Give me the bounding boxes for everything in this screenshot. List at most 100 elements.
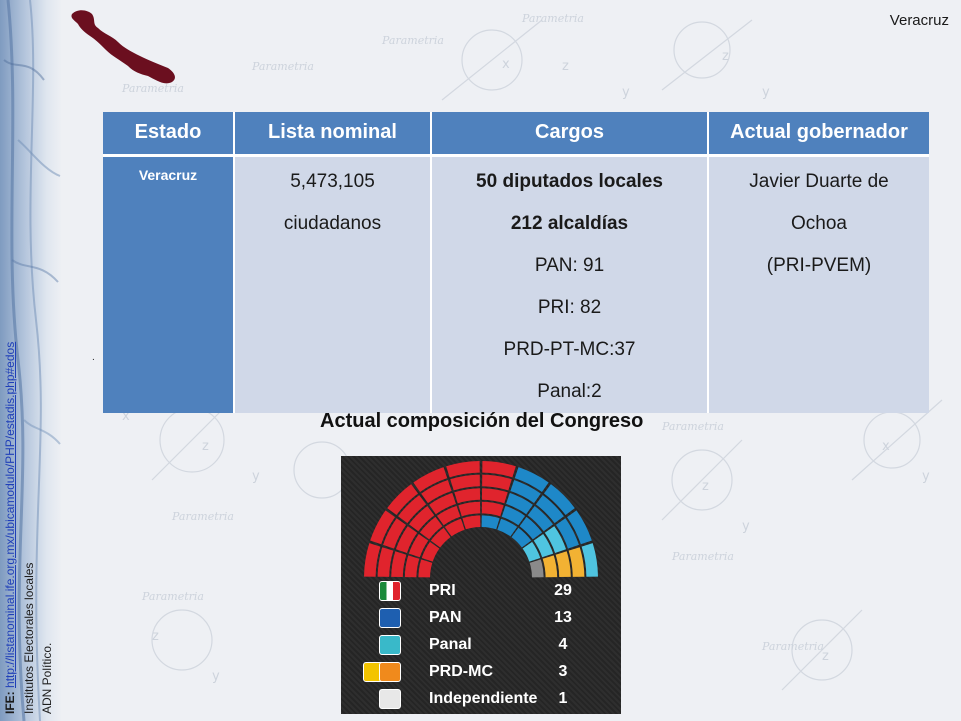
- cargo-panal: Panal:2: [537, 380, 602, 402]
- cell-cargos: 50 diputados locales 212 alcaldías PAN: …: [431, 155, 709, 413]
- congress-seat: [419, 516, 443, 540]
- congress-seat: [430, 527, 451, 548]
- congress-seat: [522, 541, 541, 562]
- legend-name: PRD-MC: [429, 663, 493, 680]
- congress-seat: [506, 492, 533, 515]
- svg-text:x: x: [502, 57, 510, 72]
- independent-icon: [379, 689, 401, 709]
- congress-hemicycle: [364, 461, 598, 578]
- svg-text:y: y: [252, 469, 260, 484]
- cargo-prd-pt-mc: PRD-PT-MC:37: [503, 338, 636, 360]
- svg-text:z: z: [822, 649, 829, 664]
- legend-name: Panal: [429, 636, 472, 653]
- congress-seat: [514, 467, 549, 492]
- congress-seat: [510, 480, 541, 504]
- legend-name: Independiente: [429, 690, 538, 707]
- congress-seat: [364, 543, 381, 577]
- cell-lista-nominal: 5,473,105 ciudadanos: [234, 155, 432, 413]
- tree-branches-decoration: [3, 0, 61, 721]
- cell-estado: Veracruz: [103, 155, 235, 413]
- source-label: IFE:: [3, 691, 17, 714]
- congress-seat: [458, 501, 481, 517]
- svg-text:y: y: [622, 85, 630, 100]
- source-institutes: Institutos Electorales locales: [22, 562, 36, 714]
- legend-name: PRI: [429, 582, 456, 599]
- mc-logo-icon: [379, 662, 401, 682]
- gobernador-line-1: Javier Duarte de: [749, 170, 889, 192]
- source-link[interactable]: http://listanominal.ife.org.mx/ubicamodu…: [3, 341, 17, 688]
- congress-seat: [482, 474, 512, 491]
- svg-text:y: y: [742, 519, 750, 534]
- congress-seat: [462, 515, 481, 530]
- congress-seat: [398, 495, 427, 524]
- congress-seat: [543, 484, 575, 516]
- congress-seat: [533, 533, 554, 558]
- header-estado: Estado: [103, 112, 235, 157]
- svg-text:z: z: [202, 439, 209, 454]
- legend-row-pan: PAN 13: [379, 607, 599, 629]
- legend-row-pri: PRI 29: [379, 580, 599, 602]
- congress-seat: [421, 541, 440, 562]
- legend-count: 13: [554, 609, 572, 626]
- congress-seat: [555, 551, 571, 578]
- legend-count: 4: [558, 636, 568, 653]
- congress-seat: [404, 555, 420, 578]
- congress-seat: [408, 533, 429, 558]
- svg-text:x: x: [882, 439, 890, 454]
- congress-seat: [446, 461, 480, 478]
- congress-seat: [567, 510, 592, 545]
- lista-nominal-value: 5,473,105: [290, 170, 375, 192]
- congress-seat: [418, 559, 433, 578]
- congress-seat: [429, 492, 456, 515]
- header-lista-nominal: Lista nominal: [234, 112, 432, 157]
- congress-seat: [555, 518, 579, 549]
- congress-seat: [511, 527, 532, 548]
- legend-count: 29: [554, 582, 572, 599]
- gobernador-party: (PRI-PVEM): [766, 254, 872, 276]
- watermark-word-7: Parametria: [671, 550, 734, 563]
- congress-title: Actual composición del Congreso: [320, 410, 644, 432]
- watermark-word-1: Parametria: [521, 12, 584, 25]
- congress-seat: [413, 467, 448, 492]
- source-ife-line: IFE: http://listanominal.ife.org.mx/ubic…: [3, 284, 17, 714]
- watermark-word-3: Parametria: [251, 60, 314, 73]
- svg-text:y: y: [922, 469, 930, 484]
- watermark-word-8: Parametria: [141, 590, 204, 603]
- legend-count: 3: [558, 663, 568, 680]
- veracruz-map-icon: [71, 10, 175, 84]
- side-decoration: IFE: http://listanominal.ife.org.mx/ubic…: [0, 0, 62, 721]
- state-corner-label: Veracruz: [889, 12, 949, 29]
- congress-seat: [529, 559, 544, 578]
- congress-seat: [391, 551, 407, 578]
- congress-seat: [544, 526, 567, 553]
- cargo-diputados: 50 diputados locales: [476, 170, 663, 192]
- congress-seat: [482, 461, 516, 478]
- congress-seat: [501, 505, 526, 526]
- svg-text:z: z: [562, 59, 569, 74]
- congress-seat: [568, 547, 585, 577]
- congress-seat: [581, 543, 598, 577]
- congress-seat: [481, 501, 504, 517]
- congress-seat: [535, 495, 564, 524]
- congress-seat: [408, 505, 435, 532]
- table-header-row: Estado Lista nominal Cargos Actual gober…: [103, 112, 929, 157]
- legend-row-panal: Panal 4: [379, 634, 599, 656]
- congress-seat: [387, 484, 419, 516]
- svg-text:z: z: [722, 49, 729, 64]
- pri-logo-icon: [379, 581, 401, 601]
- table-row: Veracruz 5,473,105 ciudadanos 50 diputad…: [103, 155, 929, 413]
- svg-text:y: y: [212, 669, 220, 684]
- congress-seat: [395, 526, 418, 553]
- congress-seat: [450, 474, 480, 491]
- state-info-table: Estado Lista nominal Cargos Actual gober…: [103, 112, 929, 413]
- svg-text:y: y: [762, 85, 770, 100]
- congress-seat: [377, 547, 394, 577]
- source-adn: ADN Político.: [40, 642, 54, 714]
- congress-seat: [454, 488, 481, 504]
- congress-seat: [497, 518, 518, 537]
- lista-nominal-unit: ciudadanos: [283, 212, 382, 234]
- congress-seat: [481, 488, 508, 504]
- cargo-alcaldias: 212 alcaldías: [510, 212, 629, 234]
- congress-seat: [436, 505, 461, 526]
- cell-gobernador: Javier Duarte de Ochoa (PRI-PVEM): [708, 155, 929, 413]
